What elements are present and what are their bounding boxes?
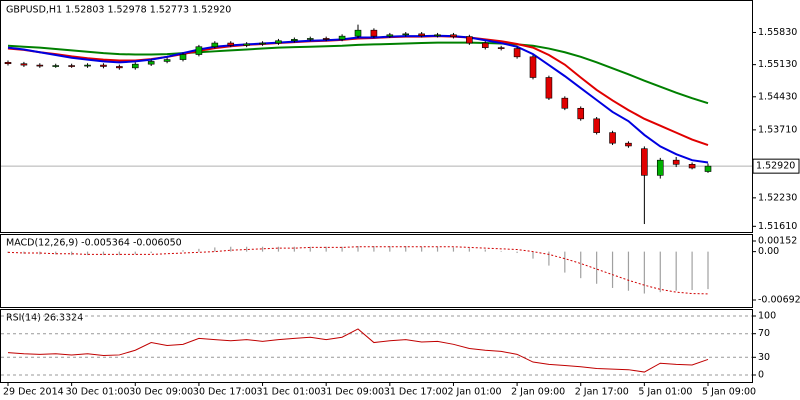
candle-body: [354, 29, 362, 37]
candle-body: [36, 64, 44, 67]
y-tick-label: -0.006924: [758, 295, 800, 306]
x-tick-label: 30 Dec 01:00: [66, 387, 130, 398]
candle-body: [529, 56, 537, 78]
rsi-title: RSI(14) 26.3324: [6, 313, 83, 324]
x-tick-label: 30 Dec 17:00: [193, 387, 257, 398]
candle-body: [418, 33, 425, 36]
candle-body: [593, 118, 600, 133]
candle-body: [243, 43, 250, 46]
candle-body: [116, 66, 123, 69]
candle-body: [291, 39, 298, 42]
rsi-line: [7, 328, 709, 373]
main-title: GBPUSD,H1 1.52803 1.52978 1.52773 1.5292…: [6, 5, 231, 16]
y-tick-label: 70: [758, 328, 770, 339]
candle-body: [131, 63, 139, 69]
candle-body: [100, 64, 107, 67]
x-tick-label: 30 Dec 09:00: [129, 387, 193, 398]
y-tick-label: 1.51610: [758, 221, 797, 232]
candle-body: [306, 38, 314, 40]
candle-body: [672, 159, 680, 165]
candle-body: [704, 165, 712, 172]
y-tick-label: 0.00152: [758, 236, 797, 247]
candle-body: [195, 46, 203, 55]
candle-body: [259, 42, 266, 45]
candle-body: [84, 64, 91, 67]
x-tick-label: 2 Jan 09:00: [511, 387, 565, 398]
candle-body: [641, 148, 648, 176]
last-price-box: [752, 158, 800, 174]
x-tick-label: 31 Dec 17:00: [384, 387, 448, 398]
rsi-panel: [0, 309, 753, 383]
candle-body: [513, 48, 521, 58]
y-tick-label: 1.55830: [758, 27, 797, 38]
candle-body: [577, 107, 585, 120]
candle-body: [402, 33, 410, 36]
y-tick-label: 1.55130: [758, 59, 797, 70]
candle-body: [545, 77, 553, 99]
candle-body: [434, 34, 441, 37]
candle-body: [338, 35, 346, 40]
candle-body: [625, 142, 632, 147]
candle-body: [561, 97, 569, 109]
y-tick-label: 30: [758, 352, 770, 363]
candle-body: [211, 42, 219, 48]
candle-body: [68, 65, 75, 67]
y-tick-label: 1.54430: [758, 91, 797, 102]
y-tick-label: 100: [758, 311, 776, 322]
candle-body: [20, 63, 28, 66]
x-tick-label: 2 Jan 01:00: [447, 387, 501, 398]
x-tick-label: 5 Jan 01:00: [638, 387, 692, 398]
x-tick-label: 2 Jan 17:00: [575, 387, 629, 398]
y-tick-label: 1.52230: [758, 192, 797, 203]
candle-body: [497, 47, 505, 49]
candle-body: [481, 42, 489, 48]
candle-body: [450, 34, 457, 37]
y-tick-label: 1.53710: [758, 124, 797, 135]
moving-average: [7, 41, 709, 105]
candle-body: [466, 36, 473, 44]
candle-body: [386, 34, 394, 37]
macd-panel: [0, 234, 753, 308]
candle-body: [656, 159, 664, 176]
x-tick-label: 5 Jan 09:00: [702, 387, 756, 398]
candle-body: [147, 61, 155, 65]
y-tick-label: 0: [758, 370, 764, 381]
candle-body: [370, 29, 378, 37]
candle-body: [609, 132, 616, 144]
candle-body: [322, 38, 330, 40]
macd-signal: [7, 246, 709, 295]
candle-body: [179, 54, 187, 60]
x-tick-label: 31 Dec 01:00: [257, 387, 321, 398]
last-price-label: 1.52920: [756, 161, 795, 172]
candle-body: [52, 65, 60, 67]
candle-body: [227, 42, 235, 46]
candle-body: [688, 164, 696, 169]
y-tick-label: 0.00: [758, 246, 779, 257]
x-tick-label: 29 Dec 2014: [3, 387, 64, 398]
macd-title: MACD(12,26,9) -0.005364 -0.006050: [6, 238, 182, 249]
main-panel: [0, 0, 753, 233]
candle-body: [275, 40, 282, 44]
candle-body: [4, 62, 12, 65]
x-tick-label: 31 Dec 09:00: [320, 387, 384, 398]
candle-body: [163, 59, 171, 62]
